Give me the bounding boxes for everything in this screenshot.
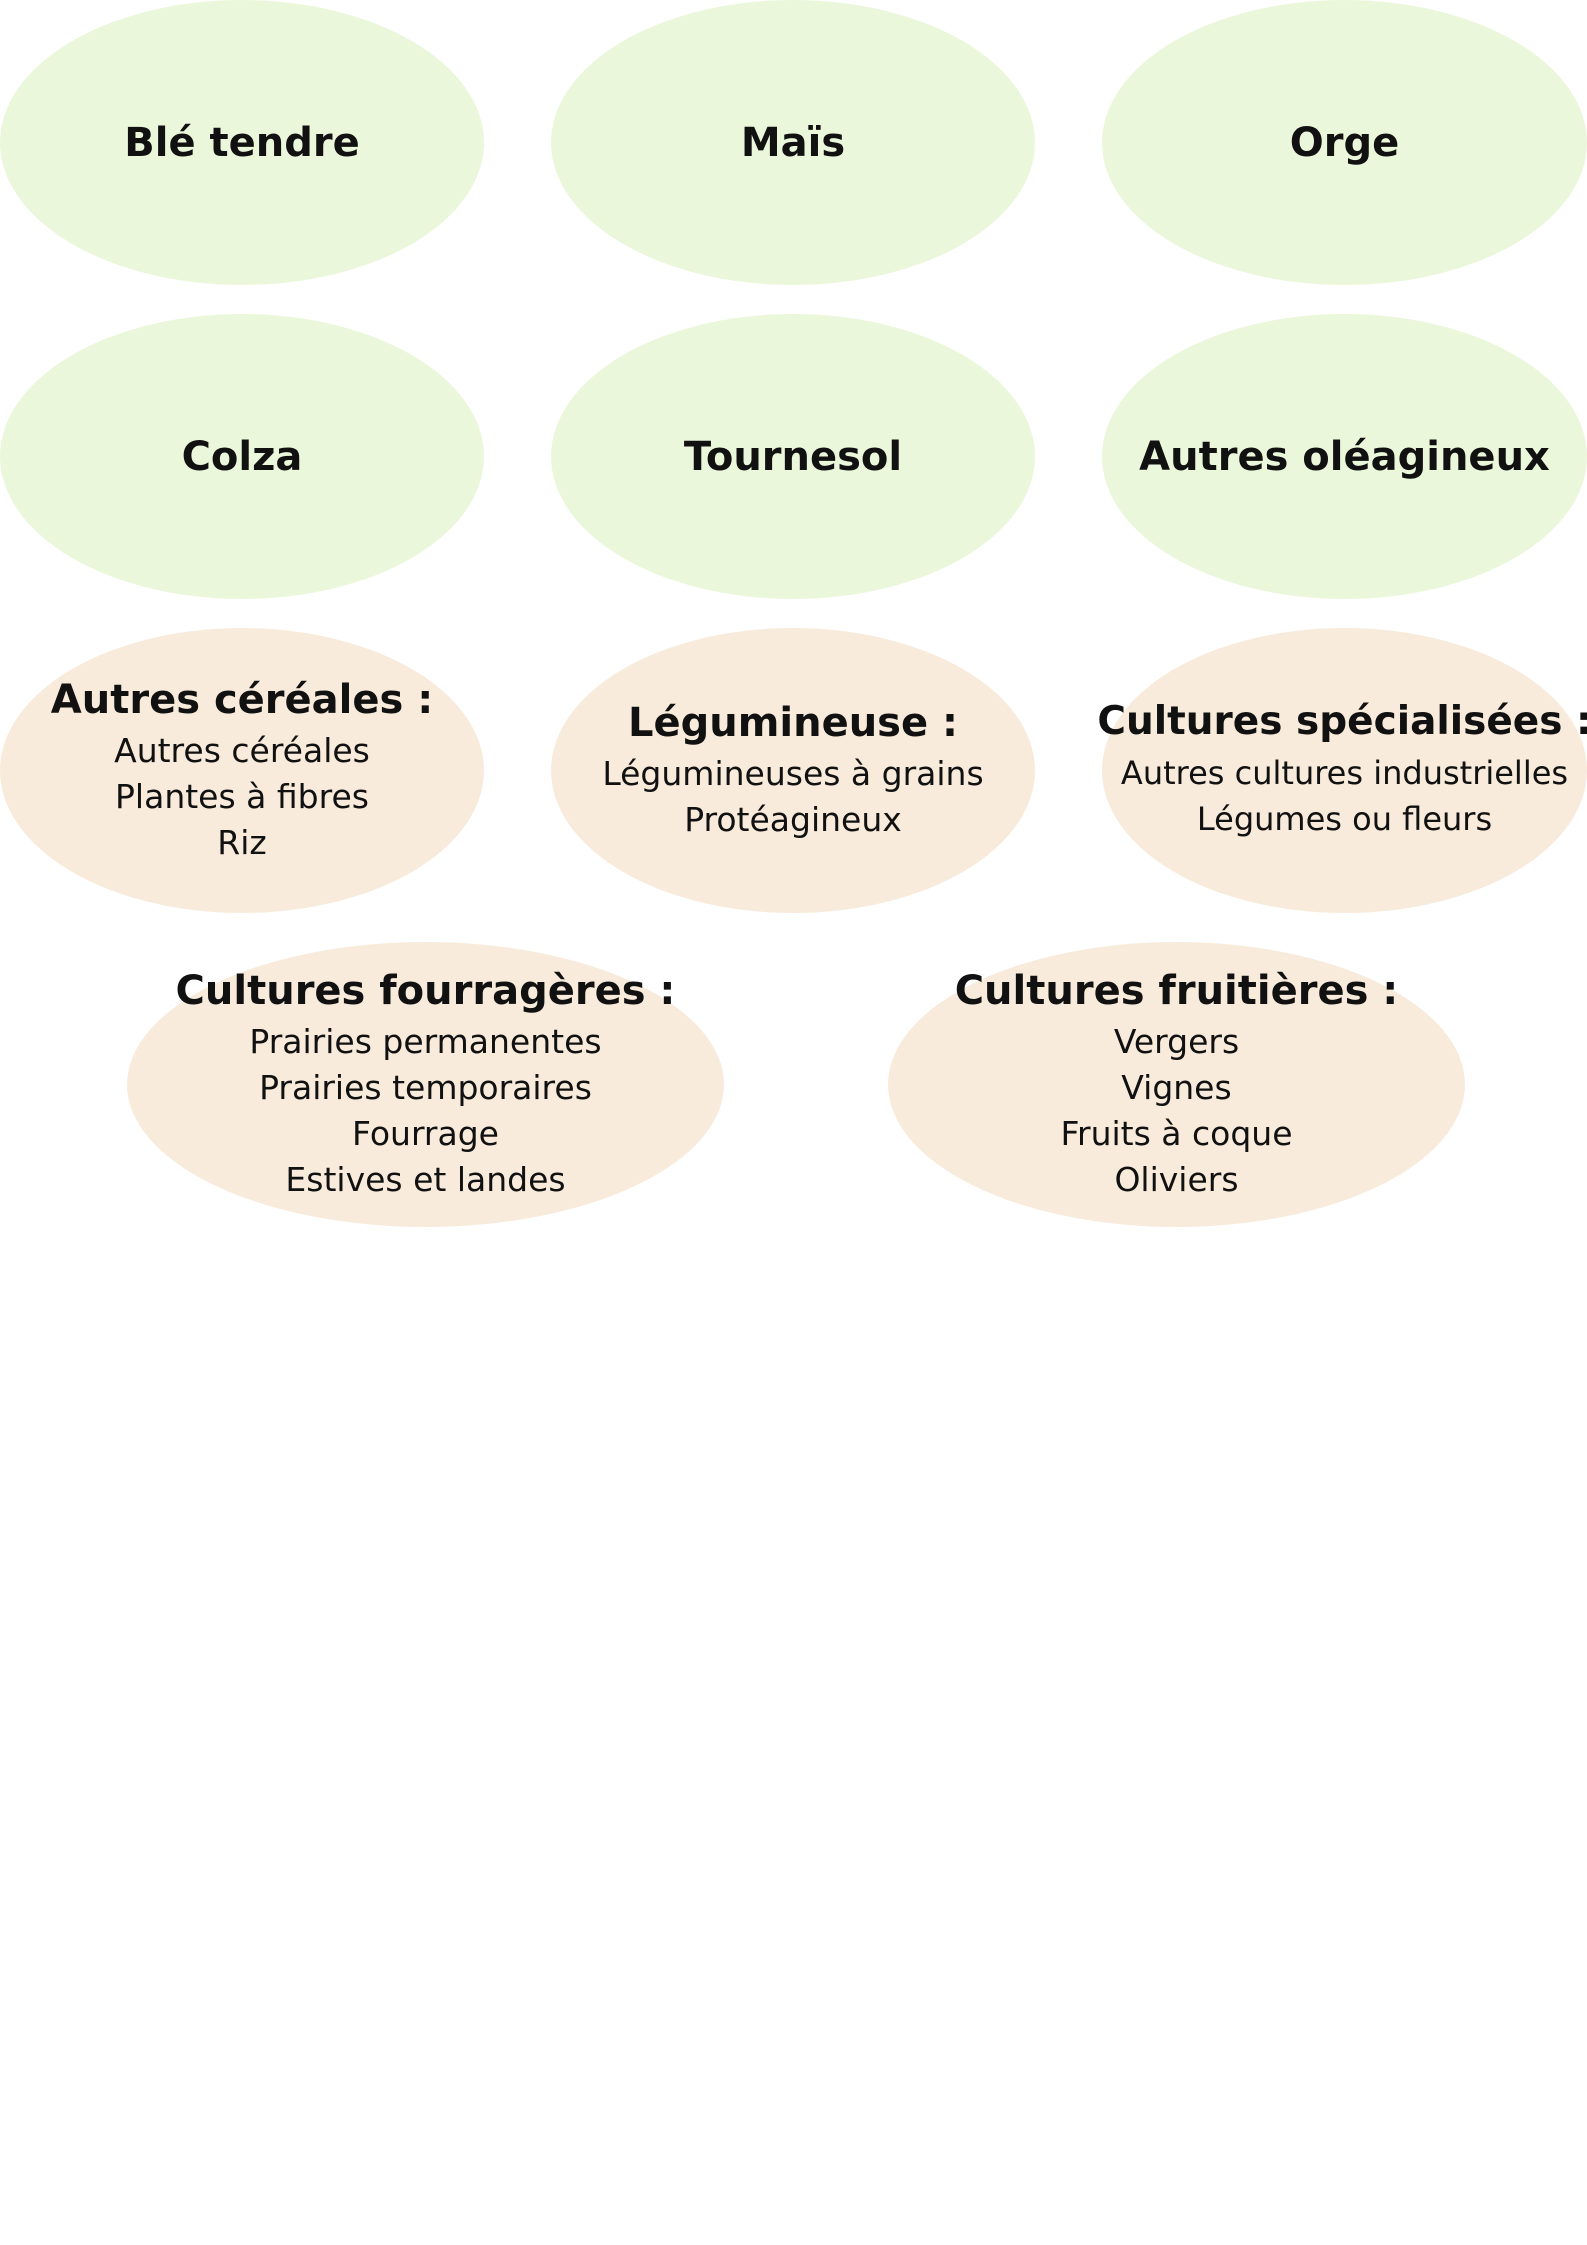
crop-group-item: Fourrage [352,1113,499,1153]
crop-group-title: Cultures fruitières : [954,967,1399,1014]
crop-node-autres-oleagineux: Autres oléagineux [1102,314,1587,599]
crop-group-item: Protéagineux [684,799,902,839]
crop-group-title: Cultures spécialisées : [1097,699,1587,745]
crop-group-cultures-fruitieres: Cultures fruitières : Vergers Vignes Fru… [888,942,1465,1227]
crop-group-item: Plantes à fibres [115,776,369,816]
crop-group-cultures-specialisees: Cultures spécialisées : Autres cultures … [1097,628,1587,913]
crop-group-item: Vergers [1113,1021,1240,1061]
crop-node-ble-tendre: Blé tendre [0,0,484,285]
crop-group-item: Riz [217,822,267,862]
crop-group-title: Cultures fourragères : [175,967,676,1014]
crop-group-item: Fruits à coque [1060,1113,1293,1153]
crop-group-legumineuse: Légumineuse : Légumineuses à grains Prot… [551,628,1035,913]
crop-group-title: Autres céréales : [50,676,434,723]
crop-node-label: Tournesol [683,433,903,480]
crop-group-item: Oliviers [1114,1159,1239,1199]
crop-node-colza: Colza [0,314,484,599]
crop-group-item: Autres cultures industrielles [1120,753,1569,792]
crop-group-item: Prairies permanentes [249,1021,602,1061]
crop-node-label: Blé tendre [124,119,360,166]
crop-group-item: Vignes [1121,1067,1232,1107]
crop-node-tournesol: Tournesol [551,314,1035,599]
crop-group-item: Autres céréales [114,730,370,770]
crop-group-title: Légumineuse : [627,699,959,746]
crop-node-mais: Maïs [551,0,1035,285]
crop-group-item: Estives et landes [285,1159,566,1199]
crop-node-label: Maïs [740,119,846,166]
crop-group-cultures-fourrageres: Cultures fourragères : Prairies permanen… [127,942,724,1227]
crop-node-orge: Orge [1102,0,1587,285]
crop-group-item: Prairies temporaires [259,1067,592,1107]
crop-node-label: Orge [1289,119,1400,166]
crop-group-item: Légumes ou fleurs [1196,799,1493,838]
crop-group-item: Légumineuses à grains [602,753,984,793]
crop-node-label: Colza [181,433,303,480]
crop-node-label: Autres oléagineux [1139,433,1550,480]
crop-group-autres-cereales: Autres céréales : Autres céréales Plante… [0,628,484,913]
